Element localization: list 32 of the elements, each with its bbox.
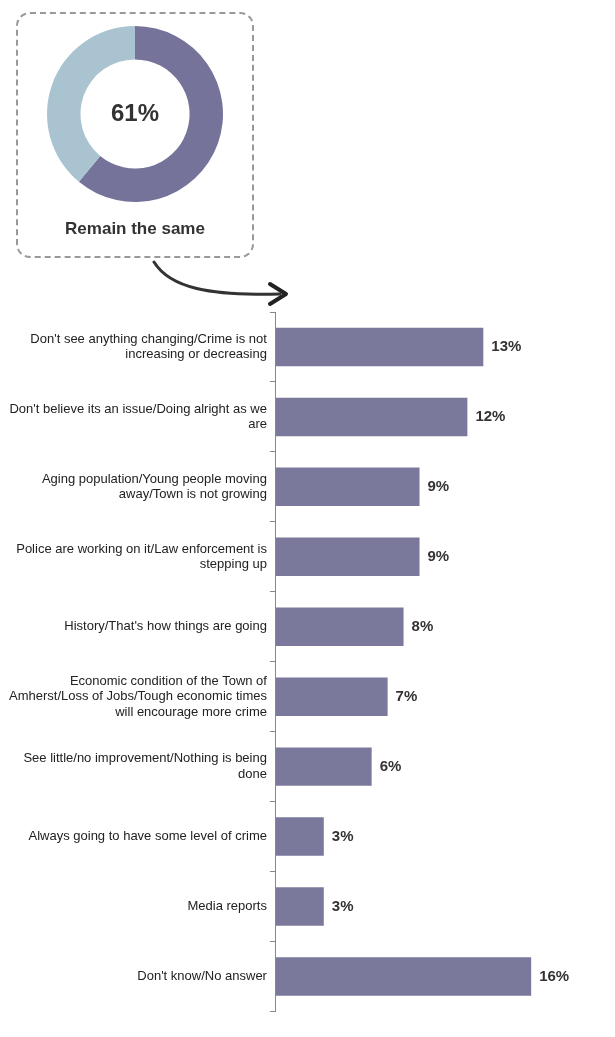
data-label: 16% <box>539 966 570 984</box>
bar <box>275 817 324 856</box>
data-label: 61% <box>110 98 160 126</box>
bar <box>275 327 484 367</box>
y-tick-label: See little/no improvement/Nothing is being done <box>23 750 267 781</box>
bar <box>275 677 388 716</box>
slice-label: Remain the same <box>64 219 206 239</box>
data-label: 9% <box>427 476 450 494</box>
bar <box>275 397 468 437</box>
y-tick-label: Don't know/No answer <box>137 968 268 984</box>
y-tick-label: History/That's how things are going <box>64 618 267 634</box>
bar <box>275 957 532 996</box>
data-label: 12% <box>475 407 506 425</box>
y-tick-label: Media reports <box>187 898 268 914</box>
data-label: 7% <box>395 686 418 704</box>
y-tick-label: Economic condition of the Town of Amherst/Loss of Jobs/Tough economic times will encourage more crime <box>9 672 268 719</box>
data-label: 13% <box>491 337 522 355</box>
y-tick-label: Aging population/Young people moving away/Town is not growing <box>41 470 267 502</box>
y-tick-label: Don't believe its an issue/Doing alright as we are <box>9 400 267 432</box>
data-label: 3% <box>331 896 354 914</box>
bar <box>275 887 324 926</box>
y-tick-label: Always going to have some level of crime <box>28 828 267 844</box>
data-label: 6% <box>379 756 402 774</box>
data-label: 9% <box>427 546 450 564</box>
y-tick-label: Police are working on it/Law enforcement is stepping up <box>16 540 268 572</box>
bar <box>275 467 420 507</box>
bar <box>275 537 420 577</box>
bar <box>275 747 372 786</box>
bar <box>275 607 404 646</box>
data-label: 8% <box>411 616 434 634</box>
y-tick-label: Don't see anything changing/Crime is not increasing or decreasing <box>30 330 268 362</box>
data-label: 3% <box>331 826 354 844</box>
